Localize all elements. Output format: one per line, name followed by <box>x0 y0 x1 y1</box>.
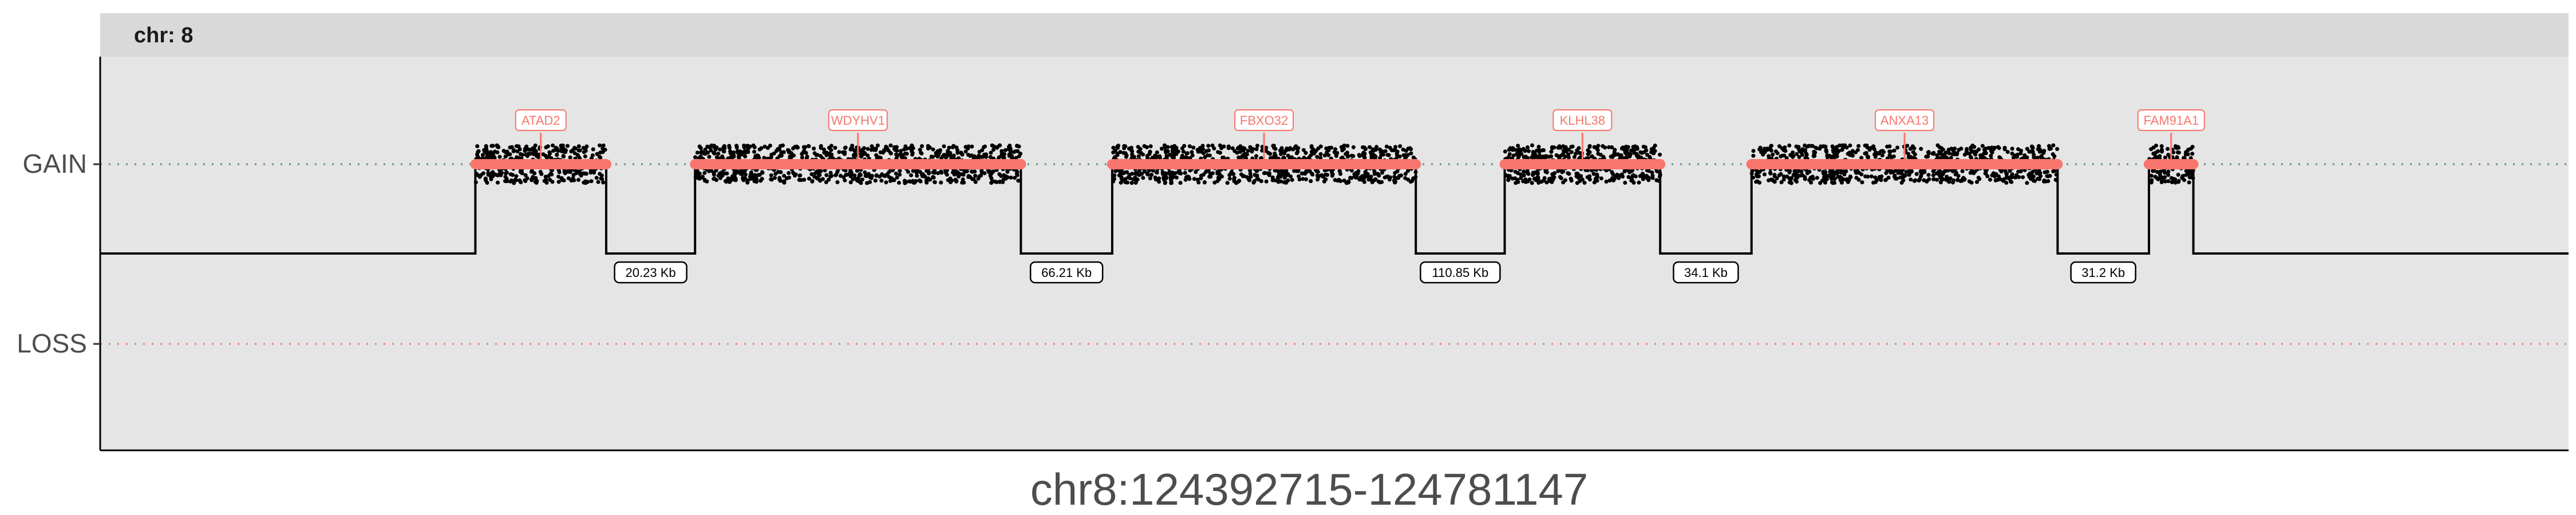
facet-strip <box>100 13 2569 57</box>
gene-label: ANXA13 <box>1880 113 1929 128</box>
gap-label: 31.2 Kb <box>2081 266 2125 280</box>
gap-label-box <box>2070 261 2136 284</box>
gene-label-box <box>1875 109 1935 131</box>
gene-label: KLHL38 <box>1560 113 1606 128</box>
gap-label: 110.85 Kb <box>1432 266 1489 280</box>
gap-labels: 20.23 Kb 66.21 Kb 110.85 Kb 34.1 Kb 31.2 Kb <box>614 261 2136 284</box>
facet-strip-label: chr: 8 <box>134 23 193 47</box>
y-tick-label-loss: LOSS <box>17 328 87 358</box>
y-tick-label-gain: GAIN <box>23 149 87 179</box>
gap-label-box <box>1420 261 1501 284</box>
gene-label-box <box>515 109 567 131</box>
gene-labels: ATAD2 WDYHV1 FBXO32 KLHL38 ANXA13 FAM91A1 <box>515 109 2205 164</box>
copy-number-step-line <box>100 163 2569 255</box>
gene-label: WDYHV1 <box>831 113 885 128</box>
gene-label: FAM91A1 <box>2143 113 2199 128</box>
x-axis-title: chr8:124392715-124781147 <box>1030 464 1588 514</box>
gene-label: FBXO32 <box>1240 113 1288 128</box>
gap-label: 34.1 Kb <box>1684 266 1728 280</box>
gap-label-box <box>1029 261 1104 284</box>
gene-label: ATAD2 <box>521 113 560 128</box>
gene-label-box <box>2137 109 2205 131</box>
gap-label-box <box>1673 261 1739 284</box>
gene-label-box <box>1552 109 1613 131</box>
gap-label: 20.23 Kb <box>626 266 676 280</box>
gap-label-box <box>614 261 688 284</box>
gap-label: 66.21 Kb <box>1041 266 1092 280</box>
copy-number-outline <box>100 163 2569 255</box>
gene-label-box <box>828 109 888 131</box>
gene-label-box <box>1234 109 1294 131</box>
